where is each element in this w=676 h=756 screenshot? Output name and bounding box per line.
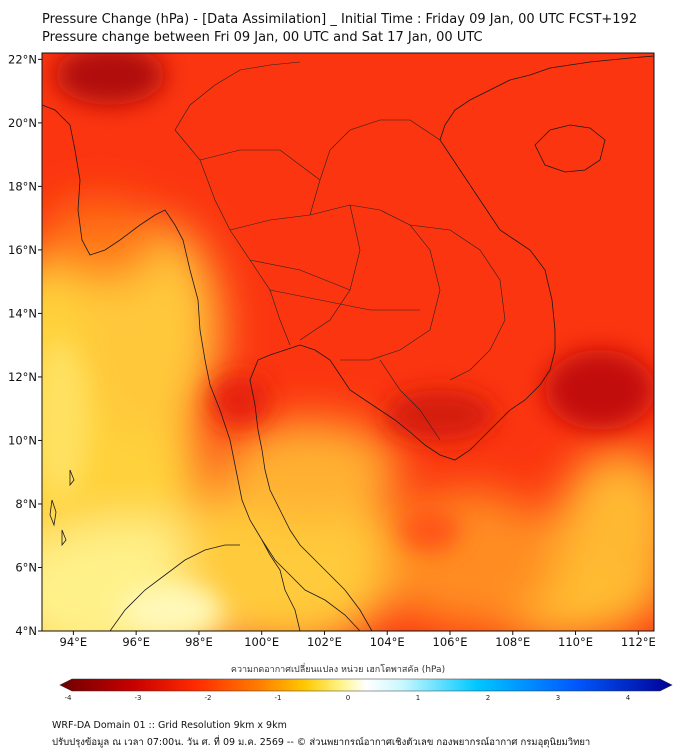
lon-tick-label: 96°E <box>122 635 150 649</box>
colorbar-tick-label: -2 <box>205 694 212 702</box>
lat-tick-label: 12°N <box>8 370 37 384</box>
lon-tick-label: 98°E <box>185 635 213 649</box>
colorbar: -4 -3 -2 -1 0 1 2 3 4 <box>59 678 673 702</box>
lon-tick-label: 100°E <box>244 635 279 649</box>
lat-tick-label: 20°N <box>8 116 37 130</box>
colorbar-title: ความกดอากาศเปลี่ยนแปลง หน่วย เฮกโตพาสคัล… <box>230 665 446 675</box>
lat-tick-label: 14°N <box>8 306 37 320</box>
model-info: WRF-DA Domain 01 :: Grid Resolution 9km … <box>52 720 287 731</box>
colorbar-tick-label: 2 <box>486 694 490 702</box>
lon-tick-label: 102°E <box>307 635 342 649</box>
colorbar-bar <box>59 678 673 692</box>
lon-tick-label: 110°E <box>558 635 593 649</box>
pressure-field <box>42 53 654 631</box>
longitude-axis: 94°E 96°E 98°E 100°E 102°E 104°E 106°E 108°E 110… <box>60 631 656 649</box>
colorbar-tick-label: 4 <box>626 694 631 702</box>
colorbar-tick-label: -1 <box>275 694 282 702</box>
lon-tick-label: 94°E <box>60 635 88 649</box>
colorbar-tick-label: -4 <box>65 694 73 702</box>
colorbar-tick-label: 3 <box>556 694 560 702</box>
pressure-change-map: 94°E 96°E 98°E 100°E 102°E 104°E 106°E 108°E 110… <box>8 52 673 702</box>
map-title: Pressure Change (hPa) - [Data Assimilati… <box>42 12 638 27</box>
colorbar-ticks: -4 -3 -2 -1 0 1 2 3 4 <box>65 694 631 702</box>
map-frame <box>41 52 655 632</box>
province-borders <box>174 61 506 441</box>
lon-tick-label: 112°E <box>621 635 656 649</box>
lat-tick-label: 10°N <box>8 433 37 447</box>
lon-tick-label: 106°E <box>433 635 468 649</box>
lat-tick-label: 4°N <box>15 624 37 638</box>
lat-tick-label: 16°N <box>8 243 37 257</box>
colorbar-tick-label: 1 <box>416 694 420 702</box>
lon-tick-label: 108°E <box>495 635 530 649</box>
update-info: ปรับปรุงข้อมูล ณ เวลา 07:00น. วัน ศ. ที่… <box>52 737 591 748</box>
lat-tick-label: 6°N <box>15 560 37 574</box>
lon-tick-label: 104°E <box>370 635 405 649</box>
map-subtitle: Pressure change between Fri 09 Jan, 00 U… <box>42 30 483 45</box>
coastlines <box>42 55 654 631</box>
lat-tick-label: 8°N <box>15 497 37 511</box>
lat-tick-label: 22°N <box>8 52 37 66</box>
colorbar-tick-label: -3 <box>135 694 142 702</box>
lat-tick-label: 18°N <box>8 179 37 193</box>
colorbar-tick-label: 0 <box>346 694 350 702</box>
latitude-axis: 22°N 20°N 18°N 16°N 14°N 12°N 10°N 8°N 6°N 4°N <box>8 52 42 638</box>
